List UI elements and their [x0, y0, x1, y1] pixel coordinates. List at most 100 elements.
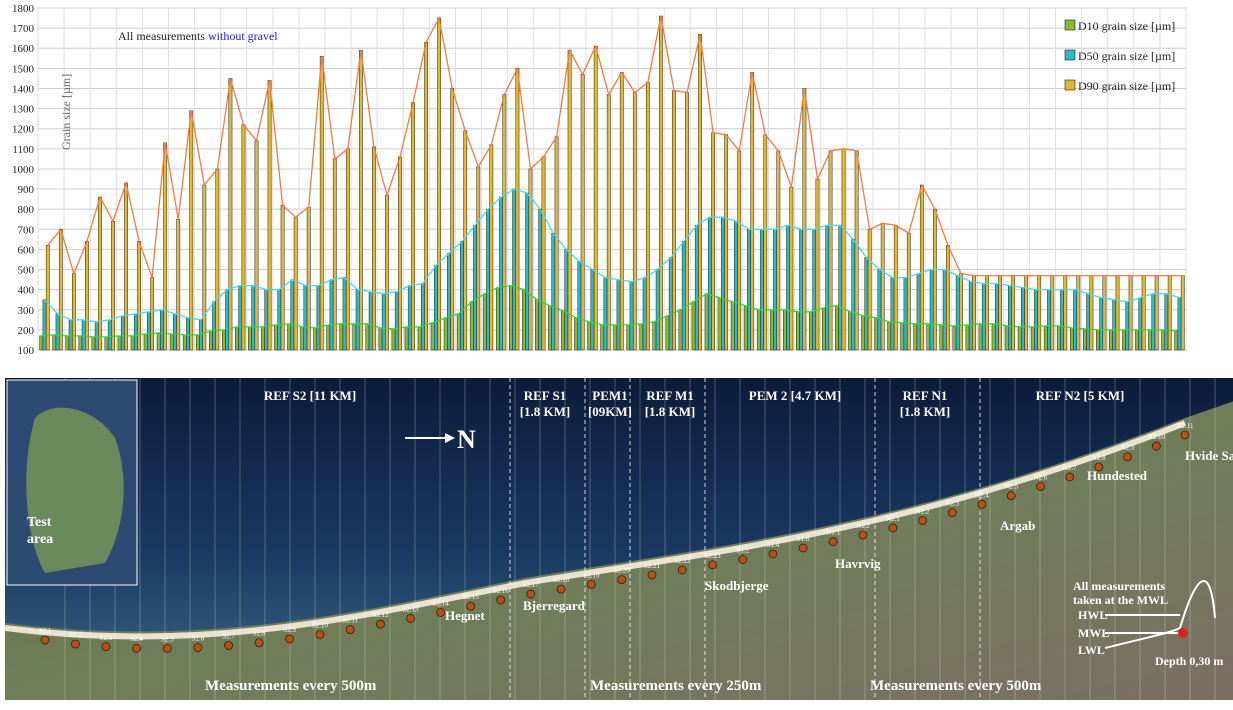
station-label: S2.8 — [253, 630, 266, 638]
bar-d90 — [1089, 275, 1094, 351]
station-label: S2.4 — [130, 635, 143, 643]
bar-d50 — [329, 279, 334, 351]
bar-d50 — [1164, 293, 1169, 351]
bar-d90 — [71, 273, 76, 351]
bar-d10 — [613, 324, 618, 351]
y-tick-label: 900 — [18, 184, 35, 196]
bar-d50 — [721, 216, 725, 351]
bar-d10 — [378, 327, 383, 351]
station-label: S1.2 — [736, 547, 749, 555]
bar-d90 — [541, 156, 546, 351]
bar-d10 — [913, 323, 918, 351]
bar-d10 — [222, 329, 226, 351]
station-marker — [1065, 472, 1075, 482]
bar-d90 — [345, 148, 350, 351]
bar-d10 — [117, 335, 122, 351]
chart-note: All measurements without gravel — [118, 29, 278, 43]
section-label: PEM 2 [4.7 KM] — [749, 388, 841, 403]
bar-d50 — [355, 289, 360, 351]
station-label: N2.6 — [1034, 473, 1048, 481]
station-marker — [376, 619, 385, 629]
station-label: S2.16 — [493, 587, 510, 595]
station-label: N2.9 — [1121, 444, 1135, 452]
bar-d10 — [430, 322, 435, 351]
bar-d10 — [665, 315, 670, 351]
bar-d10 — [1030, 326, 1035, 351]
bar-d10 — [652, 321, 657, 351]
station-marker — [224, 641, 233, 650]
station-marker — [977, 499, 987, 509]
bar-d50 — [929, 269, 934, 351]
bar-d90 — [880, 223, 885, 351]
bar-d50 — [551, 233, 556, 351]
station-label: S1.6 — [797, 535, 810, 543]
bar-d90 — [111, 220, 115, 351]
section-label: REF N2 [5 KM] — [1036, 388, 1125, 403]
bar-d90 — [215, 168, 220, 351]
bar-d10 — [887, 321, 892, 351]
bar-d90 — [737, 150, 742, 351]
place-name: Skodbjerge — [705, 578, 769, 593]
bar-d50 — [1047, 289, 1051, 351]
bar-d90 — [698, 33, 702, 351]
legend-label: D50 grain size [µm] — [1078, 49, 1175, 63]
water-level-label: LWL — [1078, 643, 1105, 657]
station-marker — [888, 523, 898, 533]
station-marker — [193, 643, 203, 652]
bars — [39, 15, 1185, 351]
bar-d50 — [968, 281, 973, 351]
bar-d10 — [835, 305, 839, 351]
bar-d10 — [274, 324, 278, 351]
bar-d10 — [509, 285, 513, 351]
station-marker — [71, 639, 80, 649]
y-tick-label: 500 — [18, 265, 35, 277]
bar-d50 — [642, 277, 647, 351]
bar-d50 — [890, 277, 895, 351]
bar-d50 — [616, 279, 621, 351]
bar-d90 — [841, 148, 846, 351]
bar-d90 — [502, 94, 507, 351]
bar-d90 — [137, 241, 141, 351]
station-marker — [254, 638, 264, 648]
bar-d50 — [68, 319, 73, 351]
bar-d50 — [1151, 293, 1156, 351]
y-tick-label: 600 — [18, 244, 35, 256]
bar-d10 — [248, 326, 252, 351]
bar-d90 — [632, 92, 637, 351]
test-area-label: Test area — [27, 515, 53, 547]
station-marker — [162, 643, 172, 653]
station-label: N1.2 — [856, 522, 870, 530]
bar-d10 — [1096, 329, 1100, 351]
bar-d50 — [760, 229, 764, 351]
legend-label: D90 grain size [µm] — [1078, 79, 1175, 93]
station-marker — [617, 575, 627, 585]
bar-d90 — [1128, 275, 1133, 351]
bar-d10 — [561, 310, 565, 351]
station-label: S2.7 — [222, 632, 235, 640]
bar-d10 — [796, 311, 800, 351]
bar-d90 — [828, 150, 833, 351]
bar-d50 — [434, 265, 438, 351]
bar-d50 — [1021, 287, 1025, 351]
bar-d90 — [815, 178, 820, 351]
bar-d50 — [655, 269, 660, 351]
station-marker — [947, 508, 957, 517]
bar-d50 — [1177, 297, 1182, 351]
station-label: N2.2 — [916, 507, 930, 515]
bar-d10 — [208, 330, 213, 351]
bar-d90 — [985, 275, 989, 351]
station-label: S2.1 — [39, 627, 52, 635]
bar-d10 — [704, 293, 709, 351]
bar-d10 — [443, 317, 448, 351]
bar-d50 — [81, 319, 86, 351]
bar-d50 — [512, 188, 517, 351]
station-marker — [1094, 462, 1104, 472]
station-marker — [918, 516, 928, 525]
bar-d50 — [773, 229, 777, 351]
station-label: S2.6 — [192, 634, 205, 642]
bar-d10 — [482, 293, 487, 351]
bar-d10 — [143, 333, 148, 351]
station-marker — [798, 543, 808, 553]
station-label: N2.7 — [1063, 464, 1077, 472]
station-label: S2.17 — [523, 581, 540, 589]
